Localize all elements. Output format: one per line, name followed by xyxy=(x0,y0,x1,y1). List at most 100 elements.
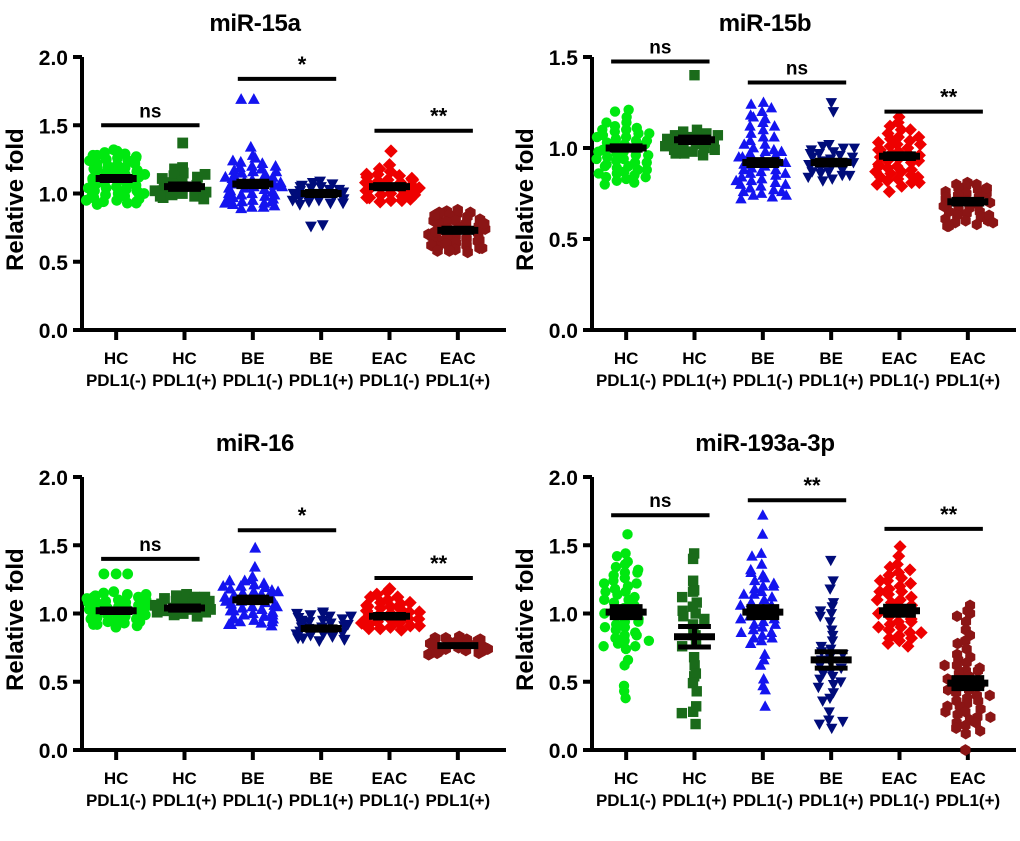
data-point xyxy=(159,593,170,604)
significance-label: ** xyxy=(940,85,958,110)
data-point xyxy=(749,574,761,586)
data-point xyxy=(619,660,630,671)
panel-title: miR-15b xyxy=(718,10,812,37)
data-point xyxy=(914,626,928,640)
data-point xyxy=(689,660,700,671)
y-tick-label: 1.5 xyxy=(549,47,579,70)
data-point xyxy=(985,711,996,724)
x-category-sublabel: PDL1(+) xyxy=(425,371,490,390)
x-category-label: EAC xyxy=(882,349,918,368)
data-point xyxy=(246,159,259,171)
data-point xyxy=(403,595,417,610)
data-point xyxy=(189,591,200,603)
data-point xyxy=(824,617,836,628)
data-point xyxy=(168,170,180,182)
data-point xyxy=(747,189,760,200)
data-point xyxy=(620,548,631,559)
data-point xyxy=(814,611,826,623)
x-category-label: BE xyxy=(819,769,843,788)
data-point xyxy=(687,677,699,689)
significance-label: ** xyxy=(803,473,821,498)
data-point xyxy=(757,615,770,627)
x-category-sublabel: PDL1(-) xyxy=(86,371,146,390)
data-point xyxy=(758,593,770,605)
data-point xyxy=(690,718,701,730)
data-point xyxy=(759,138,771,149)
data-point xyxy=(817,176,829,187)
data-point xyxy=(234,615,247,627)
data-point xyxy=(755,558,768,569)
data-point xyxy=(224,582,237,594)
data-point xyxy=(712,130,724,141)
data-point xyxy=(812,682,825,694)
data-point xyxy=(235,166,248,178)
data-point xyxy=(247,93,260,104)
data-point xyxy=(883,560,897,574)
x-category-sublabel: PDL1(+) xyxy=(152,371,217,390)
data-point xyxy=(894,620,908,634)
data-point xyxy=(431,647,443,660)
x-category-sublabel: PDL1(-) xyxy=(869,371,929,390)
data-point xyxy=(890,557,904,571)
data-point xyxy=(314,182,327,193)
data-point xyxy=(158,605,169,617)
x-category-sublabel: PDL1(-) xyxy=(223,791,283,810)
data-point xyxy=(756,105,768,117)
data-point xyxy=(118,617,130,629)
data-point xyxy=(599,161,611,172)
data-point xyxy=(91,149,103,161)
data-point xyxy=(893,540,907,554)
data-point xyxy=(738,163,750,175)
data-point xyxy=(836,165,849,176)
significance-label: ** xyxy=(430,104,448,129)
data-point xyxy=(825,609,838,620)
y-tick-label: 1.5 xyxy=(549,535,579,558)
data-point xyxy=(108,586,120,598)
scatter-group xyxy=(81,568,152,633)
data-point xyxy=(754,659,767,670)
data-point xyxy=(942,684,954,696)
x-category-sublabel: PDL1(-) xyxy=(86,791,146,810)
data-point xyxy=(248,578,261,590)
data-point xyxy=(620,643,632,655)
data-point xyxy=(620,692,631,704)
data-point xyxy=(619,559,631,570)
data-point xyxy=(748,618,760,629)
data-point xyxy=(775,185,788,197)
data-point xyxy=(612,589,623,600)
data-point xyxy=(223,181,235,193)
data-point xyxy=(305,221,317,233)
data-point xyxy=(766,591,778,602)
data-point xyxy=(359,167,374,182)
data-point xyxy=(591,153,602,165)
data-point xyxy=(313,636,326,648)
data-point xyxy=(699,142,710,154)
data-point xyxy=(223,618,235,630)
data-point xyxy=(814,169,827,180)
x-category-label: HC xyxy=(682,769,707,788)
scatter-group xyxy=(149,137,212,205)
x-category-label: BE xyxy=(751,349,775,368)
data-point xyxy=(755,634,768,646)
data-point xyxy=(631,630,642,641)
x-category-sublabel: PDL1(-) xyxy=(733,791,793,810)
data-point xyxy=(779,178,792,189)
data-point xyxy=(824,584,836,595)
data-point xyxy=(290,629,303,641)
data-point xyxy=(827,107,840,118)
data-point xyxy=(256,157,269,169)
data-point xyxy=(834,150,846,162)
data-point xyxy=(767,183,780,195)
significance-label: ns xyxy=(786,58,808,79)
data-point xyxy=(766,191,779,202)
data-point xyxy=(271,600,283,612)
data-point xyxy=(304,630,317,642)
significance-label: * xyxy=(298,503,307,528)
data-point xyxy=(825,555,837,567)
data-point xyxy=(730,174,742,186)
data-point xyxy=(779,167,792,178)
data-point xyxy=(903,563,917,577)
data-point xyxy=(988,216,999,229)
data-point xyxy=(402,605,416,619)
